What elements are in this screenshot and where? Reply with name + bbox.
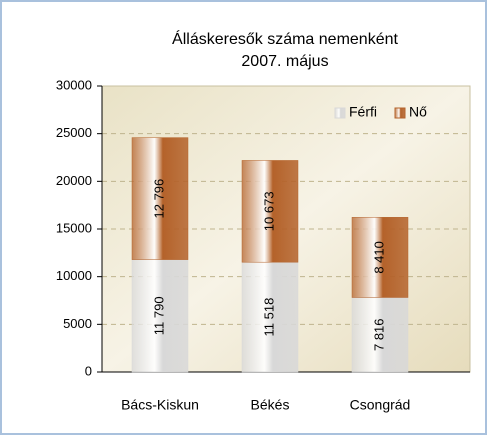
bar-segment <box>241 261 299 373</box>
legend-label: Nő <box>409 104 427 120</box>
value-label: 11 518 <box>261 298 276 337</box>
y-tick-label: 15000 <box>56 220 92 235</box>
bar-segment <box>131 259 189 373</box>
value-label: 11 790 <box>151 296 166 335</box>
legend-swatch <box>334 107 346 119</box>
chart-title: Álláskeresők száma nemenként <box>172 29 398 48</box>
legend-label: Férfi <box>349 104 377 120</box>
y-tick-label: 10000 <box>56 268 92 283</box>
y-tick-label: 20000 <box>56 173 92 188</box>
legend-swatch <box>394 107 406 119</box>
x-tick-label: Békés <box>251 397 290 413</box>
value-label: 8 410 <box>371 241 386 274</box>
bar-segment <box>131 137 189 260</box>
y-tick-label: 0 <box>85 363 92 378</box>
chart-subtitle: 2007. május <box>241 53 328 70</box>
value-label: 7 816 <box>371 318 386 351</box>
bar-segment <box>351 217 409 298</box>
y-tick-label: 25000 <box>56 125 92 140</box>
x-tick-label: Bács-Kiskun <box>121 397 199 413</box>
y-tick-label: 5000 <box>63 316 92 331</box>
bar-segment <box>351 297 409 373</box>
y-tick-label: 30000 <box>56 77 92 92</box>
bar-segment <box>241 160 299 263</box>
x-tick-label: Csongrád <box>350 397 411 413</box>
value-label: 12 796 <box>151 179 166 219</box>
value-label: 10 673 <box>261 191 276 231</box>
